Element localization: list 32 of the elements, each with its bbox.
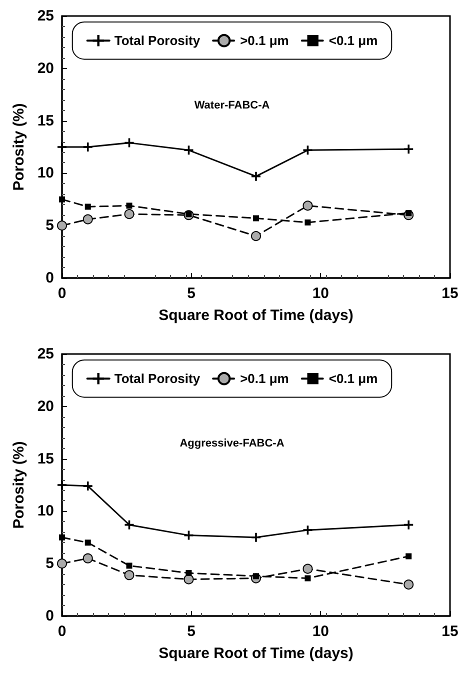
x-tick-label: 15	[442, 623, 458, 640]
legend-label: <0.1 μm	[328, 33, 378, 48]
x-tick-label: 0	[58, 285, 66, 302]
y-tick-label: 10	[37, 502, 54, 520]
legend-label: Total Porosity	[114, 33, 201, 48]
legend-label: >0.1 μm	[240, 371, 289, 386]
y-tick-label: 5	[46, 217, 54, 234]
y-axis-title: Porosity (%)	[10, 441, 28, 529]
annotation: Aggressive-FABC-A	[180, 438, 284, 450]
legend-label: Total Porosity	[114, 371, 201, 386]
legend-label: <0.1 μm	[328, 371, 378, 386]
x-tick-label: 10	[312, 623, 330, 640]
x-tick-label: 0	[58, 623, 66, 640]
legend-label: >0.1 μm	[240, 33, 289, 48]
y-tick-label: 0	[46, 608, 54, 624]
x-tick-label: 5	[187, 623, 196, 640]
x-tick-label: 5	[187, 285, 196, 302]
y-tick-label: 15	[37, 450, 54, 468]
x-axis-title: Square Root of Time (days)	[158, 307, 354, 324]
y-tick-label: 0	[46, 270, 54, 286]
x-axis-title: Square Root of Time (days)	[158, 645, 354, 662]
y-axis-title: Porosity (%)	[10, 103, 28, 191]
x-tick-label: 10	[312, 285, 330, 302]
annotation: Water-FABC-A	[194, 100, 270, 112]
y-tick-label: 10	[37, 164, 54, 182]
x-tick-label: 15	[442, 285, 458, 302]
y-tick-label: 25	[37, 8, 54, 24]
y-tick-label: 20	[37, 60, 54, 77]
y-tick-label: 15	[37, 112, 54, 130]
y-tick-label: 25	[37, 346, 54, 362]
y-tick-label: 20	[37, 398, 54, 415]
y-tick-label: 5	[46, 555, 54, 572]
